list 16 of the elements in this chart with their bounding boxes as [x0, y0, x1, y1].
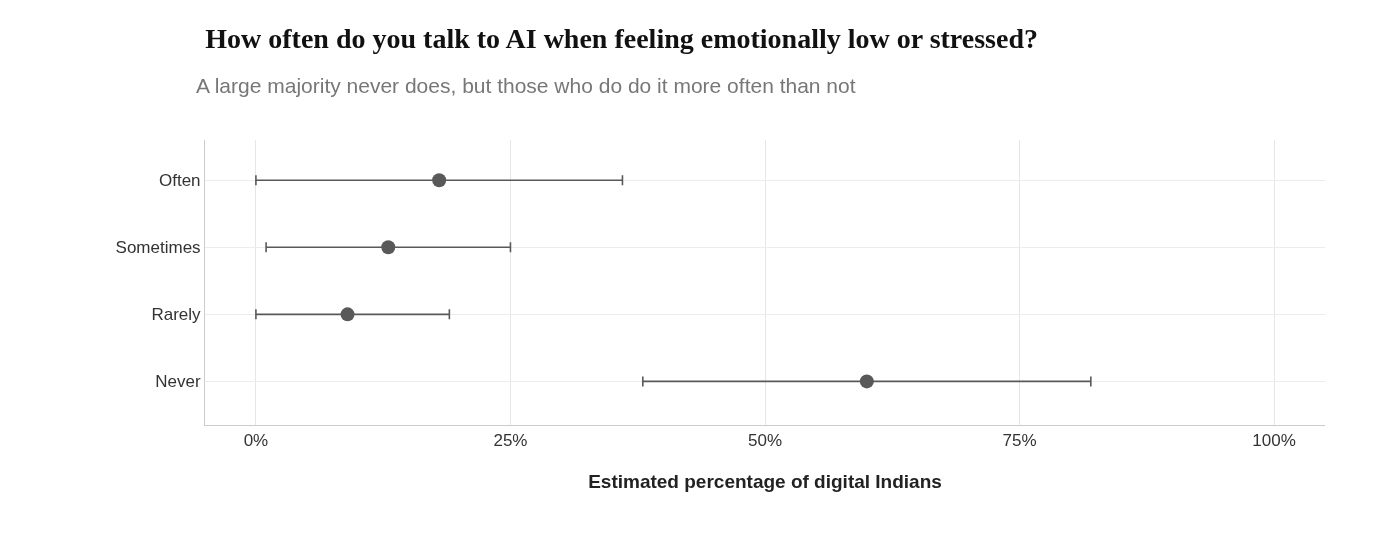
point: [859, 374, 874, 389]
x-axis-title: Estimated percentage of digital Indians: [588, 471, 942, 493]
chart-subtitle: A large majority never does, but those who do do it more often than not: [196, 74, 856, 97]
y-tick-label: Often: [159, 171, 201, 191]
x-tick-label: 25%: [493, 431, 528, 451]
y-tick-label: Never: [155, 372, 201, 392]
y-tick-label: Sometimes: [115, 238, 201, 258]
x-tick-label: 75%: [1002, 431, 1037, 451]
point: [432, 173, 447, 188]
x-tick-label: 100%: [1252, 431, 1296, 451]
y-tick-label: Rarely: [151, 305, 202, 325]
point: [340, 307, 355, 322]
x-tick-label: 0%: [243, 431, 269, 451]
chart-title: How often do you talk to AI when feeling emotionally low or stressed?: [205, 22, 1039, 54]
point: [381, 240, 396, 255]
x-tick-label: 50%: [747, 431, 783, 451]
